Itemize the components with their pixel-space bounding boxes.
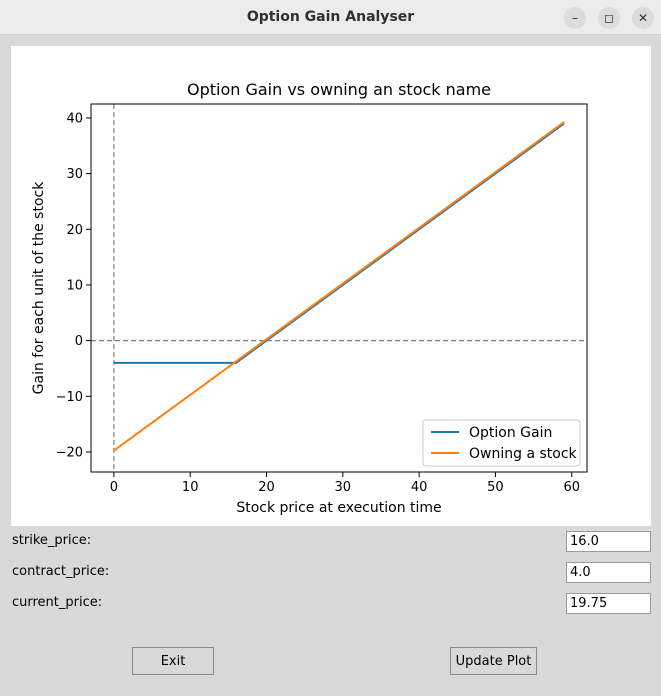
x-tick-label: 30 (335, 480, 352, 495)
x-tick-label: 20 (258, 480, 275, 495)
y-tick-label: 0 (75, 334, 83, 349)
y-tick-label: 20 (66, 223, 83, 238)
option-gain-chart: Option Gain vs owning an stock name 0 10 20… (31, 80, 588, 516)
strike-price-input[interactable] (566, 531, 651, 552)
exit-button[interactable]: Exit (132, 647, 214, 675)
y-axis-label: Gain for each unit of the stock (31, 181, 47, 395)
x-tick-label: 40 (411, 480, 428, 495)
window-title: Option Gain Analyser (246, 9, 415, 25)
close-icon[interactable]: ✕ (632, 7, 654, 29)
legend-label-0: Option Gain (469, 425, 552, 441)
plot-frame (90, 103, 588, 473)
y-tick-label: −20 (56, 445, 83, 460)
minimize-icon[interactable]: – (564, 7, 586, 29)
series-line-0 (113, 122, 565, 364)
x-tick-label: 50 (487, 480, 504, 495)
current-price-label: current_price: (12, 595, 103, 610)
y-tick-label: 10 (66, 278, 83, 293)
strike-price-label: strike_price: (12, 533, 92, 548)
x-axis-label: Stock price at execution time (236, 500, 441, 516)
y-tick-label: −10 (56, 390, 83, 405)
x-tick-label: 10 (182, 480, 199, 495)
chart-title: Option Gain vs owning an stock name (187, 80, 491, 99)
plot-canvas: Option Gain vs owning an stock name 0 10 20… (11, 46, 651, 526)
x-tick-label: 60 (563, 480, 580, 495)
contract-price-input[interactable] (566, 562, 651, 583)
legend-label-1: Owning a stock (469, 446, 578, 462)
series-line-1 (113, 121, 565, 452)
window-titlebar: Option Gain Analyser – ◻ ✕ (0, 0, 661, 35)
legend-box (422, 419, 581, 467)
update-plot-button[interactable]: Update Plot (450, 647, 537, 675)
y-tick-label: 30 (66, 167, 83, 182)
contract-price-label: contract_price: (12, 564, 110, 579)
current-price-input[interactable] (566, 593, 651, 614)
y-tick-label: 40 (66, 111, 83, 126)
x-tick-label: 0 (110, 480, 118, 495)
maximize-icon[interactable]: ◻ (598, 7, 620, 29)
